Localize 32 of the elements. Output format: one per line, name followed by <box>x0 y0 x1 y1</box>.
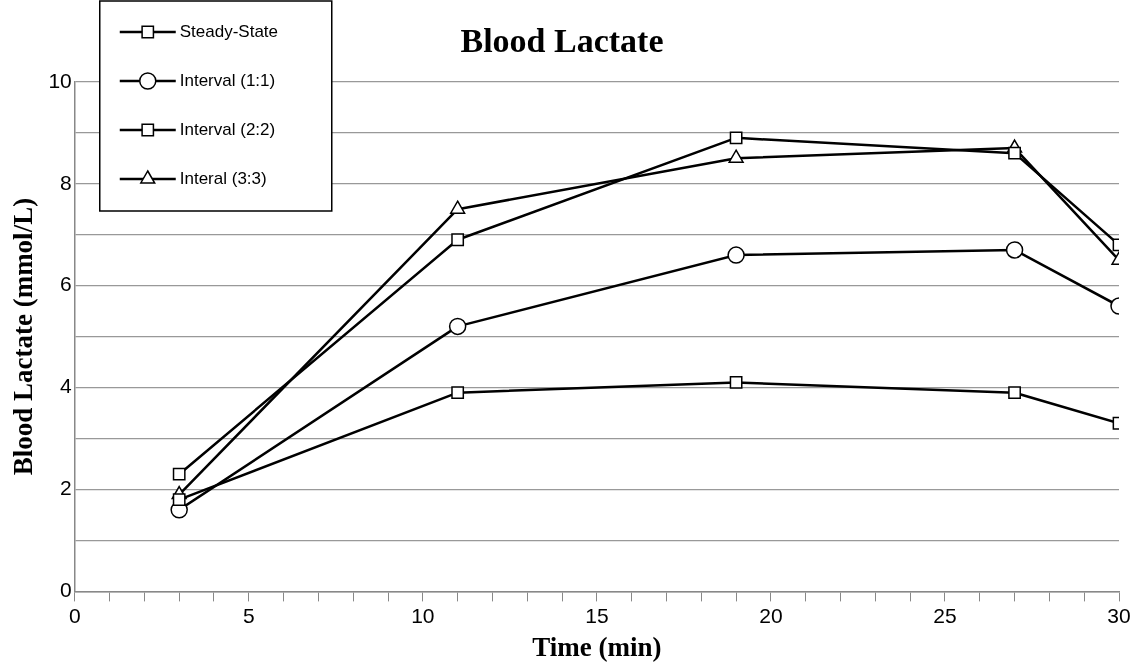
point <box>172 493 186 507</box>
x-tick-label: 30 <box>1107 603 1131 627</box>
legend-label: Interval (2:2) <box>179 119 276 139</box>
y-tick-label: 8 <box>60 170 72 194</box>
legend-label: Interval (1:1) <box>179 70 276 90</box>
x-tick-label: 15 <box>585 603 609 627</box>
x-tick-label: 25 <box>933 603 957 627</box>
y-tick-label: 2 <box>60 476 72 500</box>
x-axis-title: Time (min) <box>532 631 662 662</box>
point <box>1005 241 1024 259</box>
y-tick-label: 10 <box>48 68 72 92</box>
y-tick-label: 6 <box>60 272 72 296</box>
point <box>172 467 186 481</box>
legend-label: Steady-State <box>179 21 279 41</box>
y-axis-title: Blood Lactate (mmol/L) <box>8 197 39 476</box>
y-tick-label: 0 <box>60 578 72 602</box>
chart-title: Blood Lactate <box>460 22 664 60</box>
y-tick-label: 4 <box>60 374 73 398</box>
x-tick-label: 20 <box>759 603 783 627</box>
point <box>727 246 745 264</box>
point <box>728 149 744 163</box>
point <box>449 200 466 214</box>
point <box>729 376 743 389</box>
point <box>451 386 465 400</box>
point <box>729 131 743 145</box>
legend-label: Interal (3:3) <box>179 168 267 188</box>
x-tick-label: 10 <box>411 603 435 627</box>
point <box>1008 146 1021 160</box>
point <box>451 233 465 247</box>
point <box>1008 386 1021 400</box>
x-tick-label: 5 <box>242 603 255 627</box>
point <box>448 317 467 336</box>
